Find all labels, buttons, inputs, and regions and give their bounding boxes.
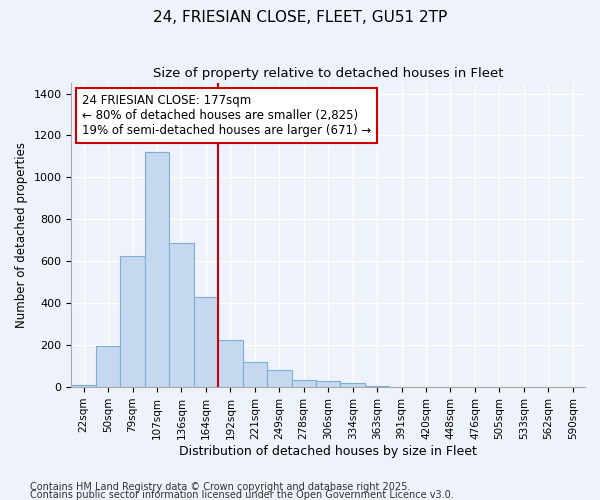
Title: Size of property relative to detached houses in Fleet: Size of property relative to detached ho… [153, 68, 503, 80]
Bar [340, 384, 365, 387]
Text: Contains public sector information licensed under the Open Government Licence v3: Contains public sector information licen… [30, 490, 454, 500]
Bar [316, 382, 340, 387]
Bar [267, 370, 292, 387]
Text: 24, FRIESIAN CLOSE, FLEET, GU51 2TP: 24, FRIESIAN CLOSE, FLEET, GU51 2TP [153, 10, 447, 25]
X-axis label: Distribution of detached houses by size in Fleet: Distribution of detached houses by size … [179, 444, 477, 458]
Bar [145, 152, 169, 387]
Bar [194, 297, 218, 387]
Bar [121, 256, 145, 387]
Bar [71, 385, 96, 387]
Bar [169, 244, 194, 387]
Text: Contains HM Land Registry data © Crown copyright and database right 2025.: Contains HM Land Registry data © Crown c… [30, 482, 410, 492]
Bar [96, 346, 121, 387]
Text: 24 FRIESIAN CLOSE: 177sqm
← 80% of detached houses are smaller (2,825)
19% of se: 24 FRIESIAN CLOSE: 177sqm ← 80% of detac… [82, 94, 371, 136]
Bar [365, 386, 389, 387]
Bar [218, 340, 242, 387]
Bar [292, 380, 316, 387]
Y-axis label: Number of detached properties: Number of detached properties [15, 142, 28, 328]
Bar [242, 362, 267, 387]
